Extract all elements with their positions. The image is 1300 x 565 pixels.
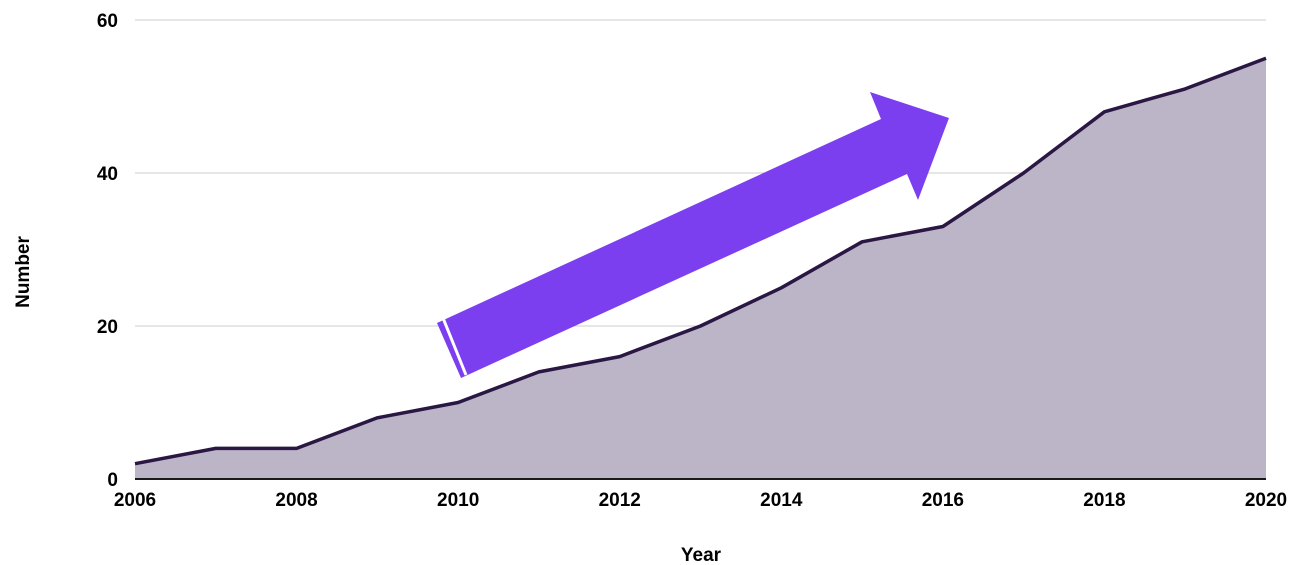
y-tick-label: 40 — [97, 164, 118, 185]
x-tick-label: 2006 — [114, 490, 156, 511]
x-tick-label: 2008 — [275, 490, 317, 511]
trend-arrow-shape — [437, 92, 949, 378]
y-tick-label: 20 — [97, 317, 118, 338]
area-series-line — [134, 56, 1267, 466]
y-tick-label: 60 — [97, 11, 118, 32]
y-axis-title: Number — [13, 236, 34, 308]
x-tick-label: 2010 — [437, 490, 479, 511]
y-tick-label: 0 — [107, 470, 118, 491]
x-tick-label: 2012 — [599, 490, 641, 511]
x-axis-title: Year — [681, 545, 722, 565]
area-series-fill — [135, 58, 1266, 480]
trend-arrow-icon — [437, 92, 949, 378]
x-axis-ticks: 2006 2008 2010 2012 2014 2016 2018 2020 — [114, 490, 1287, 511]
y-axis-ticks: 0 20 40 60 — [97, 11, 118, 491]
x-tick-label: 2020 — [1245, 490, 1287, 511]
x-tick-label: 2018 — [1083, 490, 1125, 511]
trend-arrow-stripe — [441, 317, 468, 376]
x-tick-label: 2014 — [760, 490, 803, 511]
x-tick-label: 2016 — [922, 490, 964, 511]
